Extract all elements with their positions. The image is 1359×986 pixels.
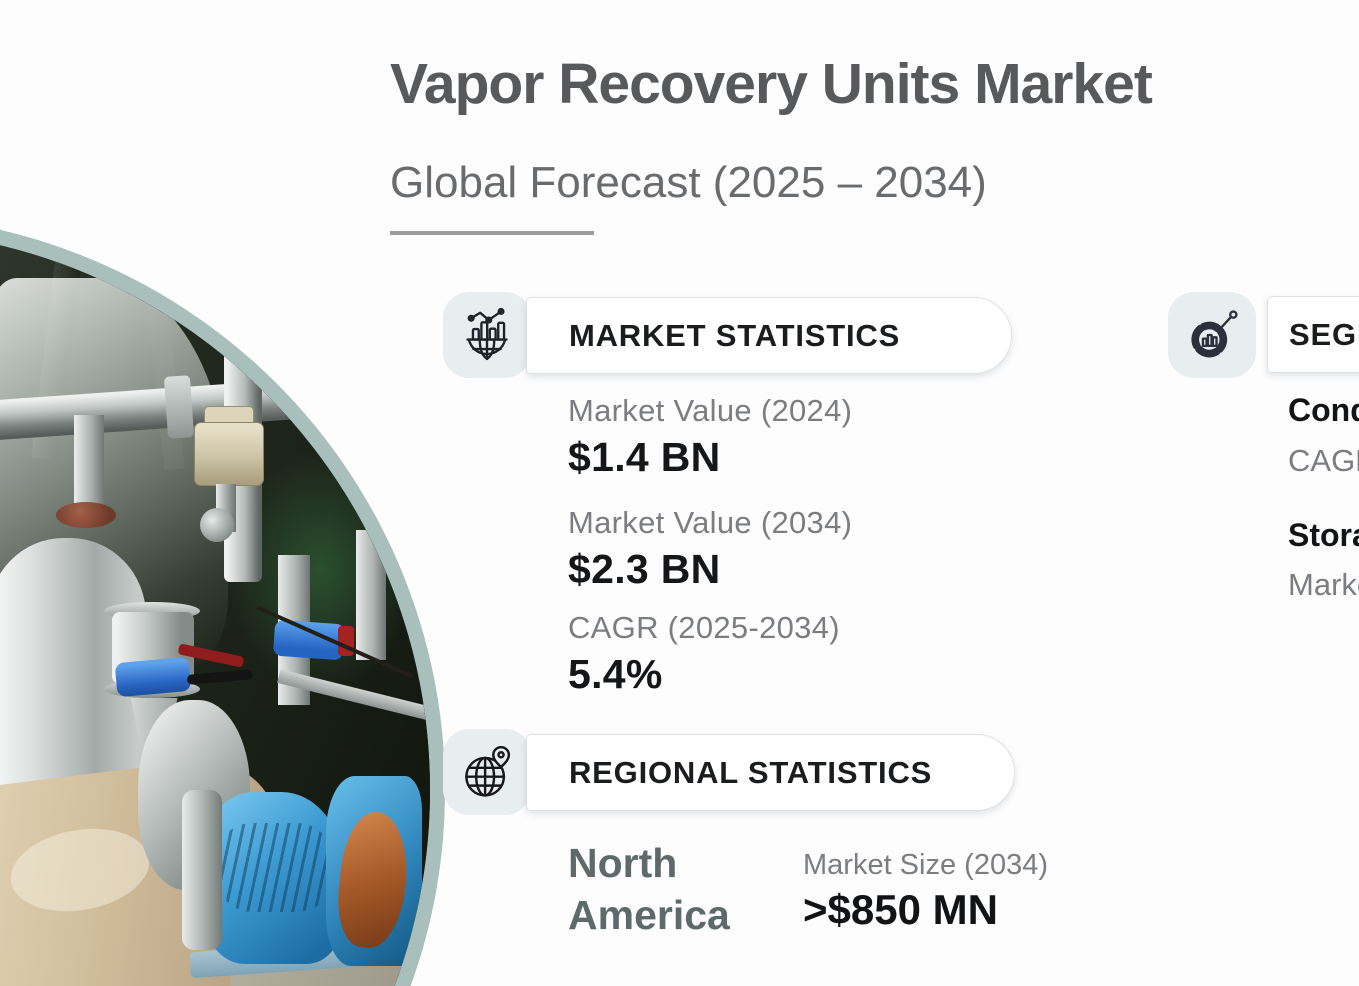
photo-motor-fins (219, 822, 329, 913)
market-statistics-heading: MARKET STATISTICS (569, 317, 901, 353)
region-name: North America (568, 840, 730, 938)
market-statistics-heading-pill: MARKET STATISTICS (526, 297, 1012, 374)
page-subtitle: Global Forecast (2025 – 2034) (390, 158, 987, 207)
photo-gasket-ring (56, 502, 116, 528)
photo-tank-neck-pipe (74, 415, 104, 510)
photo-vertical-pipe (356, 530, 386, 660)
market-value-2024-value: $1.4 BN (568, 434, 721, 480)
market-statistics-icon-chip (443, 292, 531, 378)
market-value-2034-label: Market Value (2034) (568, 505, 853, 540)
hero-photo-circle (0, 215, 445, 986)
vru-equipment-photo (0, 230, 430, 986)
segment-1-name: Condensation (1288, 392, 1359, 428)
segment-1-detail: CAGR (2025-2034) (1288, 443, 1359, 478)
regional-statistics-heading: REGIONAL STATISTICS (569, 754, 933, 790)
cagr-label: CAGR (2025-2034) (568, 610, 840, 645)
cagr-value: 5.4% (568, 651, 663, 697)
photo-handwheel (200, 508, 234, 542)
globe-location-pin-icon (465, 745, 511, 797)
photo-blue-motor (203, 792, 343, 964)
regional-statistics-icon-chip (443, 729, 531, 815)
globe-bar-chart-icon (466, 307, 508, 361)
segment-2-name: Storage (1288, 517, 1359, 553)
photo-valve-actuator (194, 422, 264, 486)
page-title: Vapor Recovery Units Market (390, 52, 1153, 116)
segment-statistics-icon-chip (1168, 292, 1256, 378)
region-market-size-value: >$850 MN (803, 886, 998, 933)
segment-2-detail: Market Share (1288, 567, 1359, 602)
segment-statistics-heading-pill: SEGMENT STATISTICS (1267, 296, 1359, 373)
market-value-2024-label: Market Value (2024) (568, 393, 853, 428)
photo-vignette (0, 230, 430, 986)
donut-chart-icon (1191, 310, 1238, 358)
market-value-2034-value: $2.3 BN (568, 546, 721, 592)
segment-statistics-heading: SEGMENT STATISTICS (1289, 316, 1359, 352)
region-market-size-label: Market Size (2034) (803, 849, 1048, 881)
regional-statistics-heading-pill: REGIONAL STATISTICS (526, 734, 1015, 811)
photo-motor-end-cap (182, 790, 222, 950)
subtitle-underline (390, 231, 594, 235)
